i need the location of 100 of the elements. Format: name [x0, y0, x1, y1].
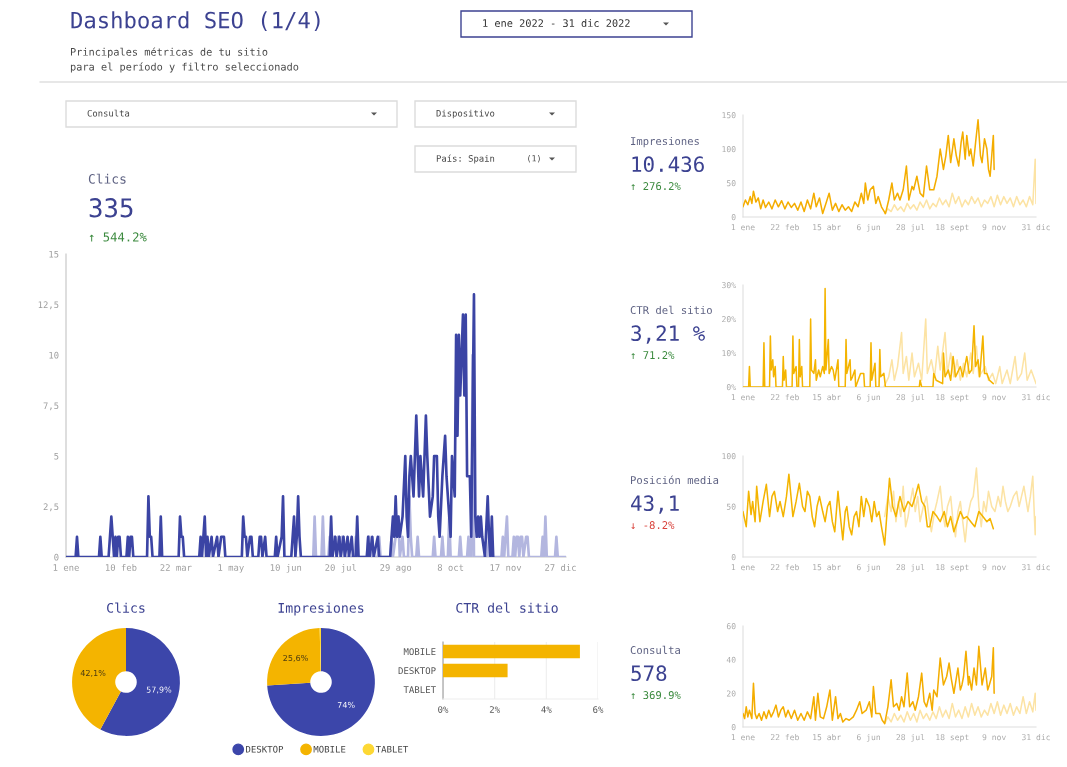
text: Impresiones [631, 136, 699, 148]
y-tick-label: 5 [54, 452, 59, 460]
x-tick-label: 1 may [218, 564, 244, 573]
text: 43,1 [631, 495, 679, 514]
line-series [883, 318, 1036, 387]
text: Posición media [631, 475, 719, 485]
y-tick-label: 0 [54, 553, 59, 561]
x-tick-label: 15 abr [813, 563, 841, 571]
text: 10.436 [632, 156, 704, 173]
text: Consulta [87, 109, 130, 117]
text: ↑ 544.2% [89, 232, 147, 242]
x-tick-label: 4% [541, 706, 552, 713]
data-label: 74% [337, 701, 355, 708]
x-tick-label: 0% [438, 706, 449, 713]
x-tick-label: 2% [489, 706, 500, 713]
text: 578 [631, 665, 667, 682]
text: ↑ 369.9% [631, 691, 681, 700]
x-tick-label: 1 ene [731, 734, 755, 741]
data-label: 57,9% [146, 686, 172, 694]
x-tick-label: 6 jun [856, 393, 880, 402]
x-tick-label: 22 feb [770, 223, 799, 231]
text: ↓ -8.2% [631, 521, 675, 530]
text: Principales métricas de tu sitio para el período y filtro seleccionado [70, 47, 299, 73]
y-tick-label: 150 [722, 112, 736, 119]
x-tick-label: 8 oct [437, 564, 464, 571]
x-tick-label: 15 abr [813, 223, 841, 231]
y-tick-label: 100 [722, 453, 736, 460]
line-series [743, 473, 995, 546]
text: Consulta [630, 645, 680, 655]
x-tick-label: 15 abr [813, 393, 841, 401]
x-tick-label: 22 feb [770, 393, 799, 401]
data-label: 25,6% [283, 654, 308, 662]
chart-title: Impresiones [278, 602, 364, 616]
text: Dispositivo [436, 109, 495, 119]
text: Dashboard SEO (1/4) [71, 11, 320, 32]
x-tick-label: 6% [593, 706, 604, 713]
x-tick-label: 9 nov [982, 734, 1006, 741]
x-tick-label: 10 jun [270, 563, 302, 573]
line-series [66, 293, 495, 557]
y-tick-label: 10% [722, 350, 736, 357]
y-tick-label: 40 [726, 656, 736, 663]
chart-title: Clics [107, 602, 145, 613]
x-tick-label: 18 sept [936, 394, 969, 402]
text: (1) [528, 155, 540, 163]
text: 3,21 % [631, 325, 705, 344]
y-tick-label: 100 [722, 146, 736, 153]
x-tick-label: 1 ene [53, 564, 79, 571]
chart-title: CTR del sitio [456, 602, 558, 613]
x-tick-label: 22 feb [770, 563, 799, 571]
x-tick-label: 31 dic [1021, 733, 1050, 741]
x-tick-label: 28 jul [896, 733, 925, 742]
text: ↑ 71.2% [631, 351, 675, 359]
y-tick-label: MOBILE [403, 648, 436, 656]
x-tick-label: 22 feb [770, 733, 799, 741]
text: 1 ene 2022 - 31 dic 2022 [483, 19, 630, 28]
x-tick-label: 27 dic [545, 563, 576, 571]
x-tick-label: 9 nov [982, 224, 1006, 231]
x-tick-label: 28 jul [896, 223, 925, 232]
x-tick-label: 1 ene [731, 564, 755, 571]
donut-slice [72, 628, 126, 730]
x-tick-label: 6 jun [856, 733, 880, 742]
y-tick-label: 60 [726, 623, 736, 630]
line-series [743, 287, 995, 387]
x-tick-label: 18 sept [936, 564, 969, 572]
x-tick-label: 18 sept [936, 734, 969, 742]
y-tick-label: 7,5 [43, 402, 59, 411]
x-tick-label: 28 jul [896, 563, 925, 572]
x-tick-label: 1 ene [731, 224, 755, 231]
x-tick-label: 31 dic [1021, 223, 1050, 231]
text: País: Spain [436, 154, 495, 164]
line-series [883, 692, 1036, 725]
x-tick-label: 31 dic [1021, 393, 1050, 401]
data-label: 42,1% [80, 669, 106, 677]
y-tick-label: 12,5 [38, 301, 59, 310]
y-tick-label: TABLET [403, 686, 436, 693]
y-tick-label: 15 [49, 250, 59, 258]
x-tick-label: 10 feb [105, 563, 137, 571]
y-tick-label: 0 [731, 724, 736, 731]
x-tick-label: 20 jul [325, 563, 356, 573]
y-tick-label: 0% [726, 384, 736, 391]
x-tick-label: 31 dic [1021, 563, 1050, 571]
y-tick-label: 0 [731, 214, 736, 221]
line-series [743, 645, 995, 725]
legend-label: TABLET [375, 745, 409, 753]
y-tick-label: DESKTOP [398, 667, 436, 675]
y-tick-label: 0 [731, 554, 736, 561]
x-tick-label: 15 abr [813, 733, 841, 741]
text: ↑ 276.2% [631, 182, 681, 191]
y-tick-label: 30% [722, 282, 736, 289]
y-tick-label: 10 [49, 351, 59, 359]
x-tick-label: 1 ene [731, 394, 755, 401]
x-tick-label: 28 jul [896, 393, 925, 402]
x-tick-label: 18 sept [936, 224, 969, 232]
text: 335 [89, 198, 133, 218]
x-tick-label: 22 mar [160, 564, 192, 571]
line-series [883, 158, 1036, 215]
donut-slice [267, 628, 375, 736]
line-series [743, 118, 995, 215]
x-tick-label: 29 ago [380, 564, 412, 573]
donut-slice [267, 628, 321, 686]
